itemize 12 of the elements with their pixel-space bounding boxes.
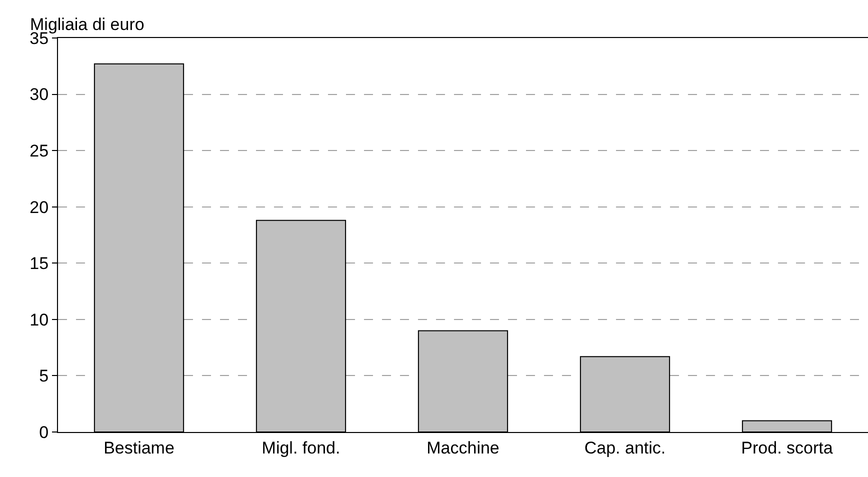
x-tick-label: Macchine <box>426 438 500 458</box>
y-tick-label: 30 <box>30 85 49 104</box>
y-tick-label: 25 <box>30 142 49 161</box>
y-tick-label: 0 <box>39 422 49 442</box>
x-tick-label: Prod. scorta <box>741 438 834 458</box>
x-tick-label: Bestiame <box>104 438 174 458</box>
y-tick-label: 15 <box>30 254 49 274</box>
y-tick-label: 10 <box>30 310 49 330</box>
y-tick-label: 20 <box>30 198 49 217</box>
y-tick-label: 5 <box>39 366 49 386</box>
x-tick-label: Cap. antic. <box>584 438 666 458</box>
x-tick-label: Migl. fond. <box>262 438 340 458</box>
